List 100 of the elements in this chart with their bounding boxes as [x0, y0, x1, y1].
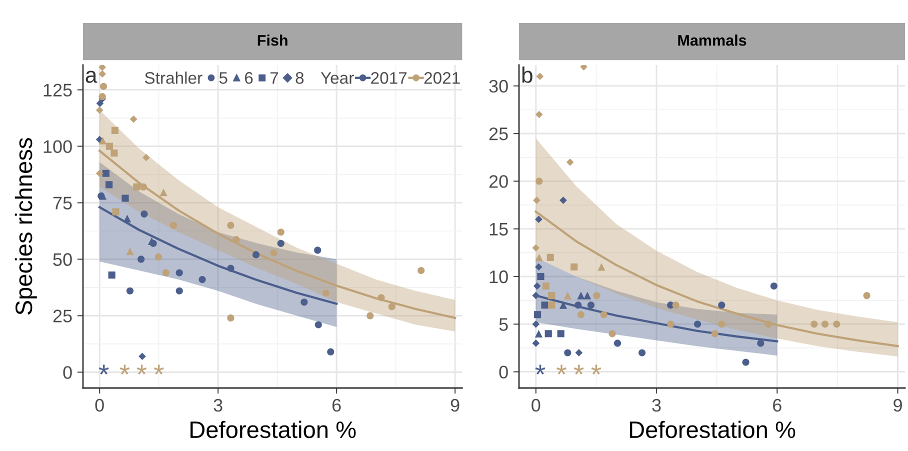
point	[176, 269, 183, 276]
point	[102, 170, 110, 177]
x-tick-label: 3	[652, 398, 661, 412]
y-tick-label: 15	[490, 222, 508, 236]
y-tick-label: 20	[489, 175, 508, 188]
point	[564, 349, 572, 356]
annotation: *	[535, 364, 546, 375]
point	[138, 352, 146, 360]
point	[123, 214, 132, 222]
point	[252, 251, 260, 258]
point	[584, 292, 592, 300]
point	[577, 292, 585, 300]
x-tick-label: 9	[894, 398, 902, 412]
point	[388, 303, 396, 310]
point	[418, 266, 425, 274]
point	[577, 311, 584, 318]
point	[270, 249, 278, 256]
legend-title: Strahler	[144, 72, 202, 84]
chart-subtitle: a	[86, 70, 98, 83]
y-tick-label: 75	[53, 196, 72, 210]
point	[232, 236, 240, 244]
point	[126, 248, 134, 256]
point	[770, 282, 778, 290]
y-tick-label: 100	[44, 140, 72, 153]
point	[711, 330, 718, 338]
point	[535, 110, 543, 118]
point	[810, 320, 818, 328]
annotation: *	[591, 364, 602, 375]
point	[108, 272, 116, 279]
point	[112, 208, 120, 216]
point	[176, 287, 183, 294]
legend-label: 7	[270, 72, 278, 84]
annotation: *	[136, 364, 147, 375]
point	[548, 292, 556, 300]
point	[532, 244, 540, 252]
point	[122, 194, 129, 202]
point	[140, 210, 148, 218]
legend-label: 5	[219, 72, 228, 84]
point	[566, 158, 574, 166]
point	[300, 298, 308, 306]
point	[532, 292, 540, 300]
annotation: *	[98, 364, 109, 375]
point	[96, 100, 104, 108]
point	[548, 302, 556, 309]
point	[162, 269, 170, 276]
legend-label: 8	[296, 72, 304, 84]
point	[100, 82, 108, 90]
point	[314, 246, 322, 254]
line-series	[534, 210, 899, 348]
point	[564, 292, 572, 300]
x-tick-label: 0	[95, 398, 104, 412]
point	[536, 72, 544, 80]
point	[742, 358, 750, 366]
point	[138, 256, 145, 263]
point	[534, 330, 543, 338]
point	[587, 302, 595, 309]
legend-label: 2017	[371, 72, 407, 84]
point	[314, 321, 322, 328]
point	[130, 115, 138, 123]
annotation: *	[120, 364, 130, 375]
point	[154, 253, 162, 261]
y-tick-label: 25	[53, 310, 72, 322]
point	[227, 314, 234, 322]
legend-label: 2021	[424, 72, 460, 84]
point	[598, 263, 606, 271]
y-tick-label: 25	[489, 127, 508, 140]
annotation: *	[154, 364, 164, 375]
point	[322, 290, 330, 297]
point	[111, 126, 119, 134]
chart-subtitle: b	[522, 66, 532, 83]
point	[821, 320, 829, 328]
point	[98, 70, 106, 78]
x-tick-label: 9	[450, 398, 460, 412]
point	[535, 254, 543, 262]
point	[98, 136, 107, 144]
point	[327, 348, 334, 356]
point	[227, 222, 234, 229]
point	[98, 64, 106, 71]
annotation: *	[574, 364, 584, 375]
x-tick-label: 0	[532, 398, 540, 412]
point	[532, 320, 540, 328]
annotation: Year	[320, 72, 354, 84]
point	[593, 292, 600, 300]
point	[378, 294, 385, 302]
point	[277, 240, 284, 247]
point	[560, 196, 567, 204]
point	[667, 320, 674, 328]
point	[542, 282, 550, 290]
point	[557, 330, 564, 338]
x-tick-label: 6	[332, 398, 341, 412]
point	[833, 320, 840, 328]
point	[96, 106, 104, 114]
legend-label: 6	[245, 72, 253, 84]
point	[757, 340, 764, 347]
x-tick-label: 3	[214, 398, 222, 412]
point	[764, 320, 772, 328]
point	[608, 330, 616, 338]
point	[600, 311, 608, 318]
point	[672, 302, 680, 309]
x-axis-title: Deforestation %	[190, 420, 356, 438]
